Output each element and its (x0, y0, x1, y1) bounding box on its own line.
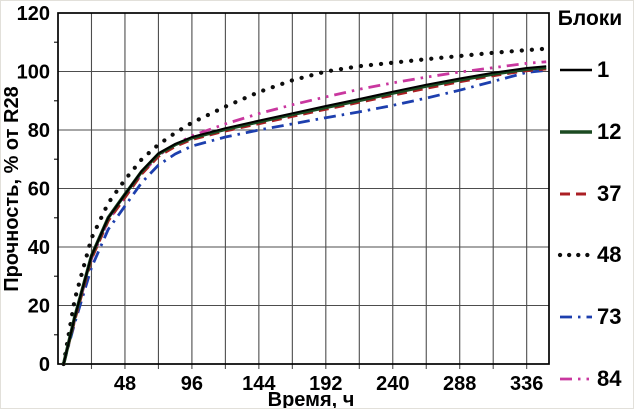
y-tick-label: 0 (39, 354, 50, 376)
legend-line-sample-48 (557, 253, 595, 258)
legend-line-sample-37 (560, 192, 592, 196)
legend-line-sample-84 (560, 377, 592, 381)
y-tick-label: 100 (17, 62, 50, 84)
plot-border (57, 12, 550, 365)
legend-label-1: 1 (597, 57, 610, 82)
legend-item-1: 1 (557, 57, 629, 83)
legend-item-73: 73 (557, 304, 629, 330)
y-tick-label: 60 (28, 179, 50, 201)
legend-line-sample-12 (560, 130, 592, 134)
series-line-1 (62, 65, 547, 365)
y-tick-label: 20 (28, 296, 50, 318)
series-line-73 (62, 68, 547, 365)
legend-label-37: 37 (597, 180, 622, 206)
legend-title: Блоки (557, 7, 623, 30)
x-tick-label: 144 (242, 373, 276, 395)
series-line-12 (61, 65, 547, 365)
x-tick-label: 96 (181, 373, 203, 395)
y-tick-label: 120 (17, 3, 50, 25)
legend-item-12: 12 (557, 119, 629, 145)
chart-legend: Блоки 1 12 37 48 73 84 (551, 1, 633, 408)
x-tick-label: 288 (443, 373, 476, 395)
y-tick-label: 80 (28, 120, 50, 142)
y-tick-label: 40 (28, 237, 50, 259)
series-line-48 (61, 46, 549, 367)
x-axis-label: Время, ч (268, 389, 355, 409)
series-layer (61, 46, 549, 367)
x-tick-label: 192 (309, 373, 342, 395)
x-tick-label: 240 (376, 373, 409, 395)
x-tick-label: 48 (114, 373, 136, 395)
y-axis-label: Прочность, % от R28 (1, 86, 23, 291)
grid-layer (54, 12, 550, 369)
legend-label-12: 12 (597, 118, 622, 144)
legend-item-37: 37 (557, 181, 629, 207)
tick-label-layer: 0 20 40 60 80 100 120 48 96 144 192 240 288 336 (17, 3, 544, 395)
legend-label-48: 48 (597, 242, 622, 268)
series-line-84 (62, 60, 547, 365)
legend-line-sample-73 (560, 315, 592, 319)
legend-label-84: 84 (597, 365, 622, 391)
legend-line-sample-1 (560, 68, 592, 72)
legend-item-84: 84 (557, 366, 629, 392)
legend-items: 1 12 37 48 73 84 (551, 31, 629, 394)
legend-item-48: 48 (557, 242, 629, 268)
legend-label-73: 73 (597, 304, 622, 330)
x-tick-label: 336 (510, 373, 543, 395)
